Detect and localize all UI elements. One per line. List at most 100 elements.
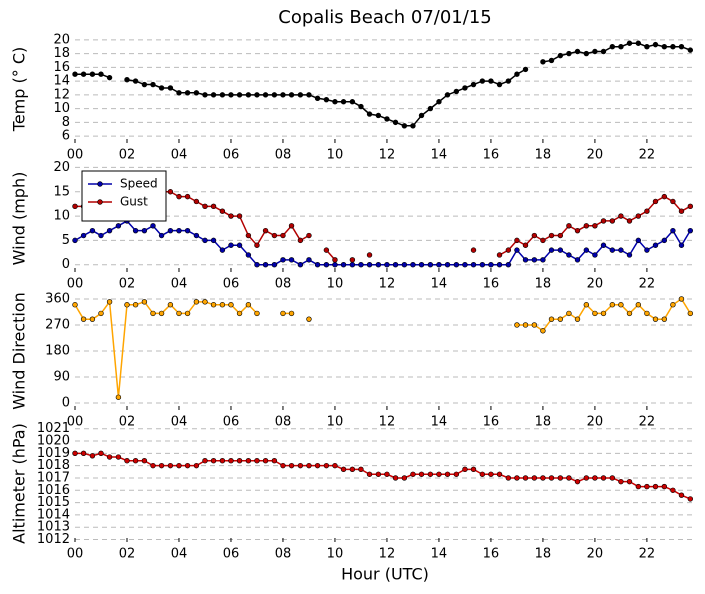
data-point: [132, 227, 139, 234]
data-point: [384, 116, 390, 122]
x-tick-label: 16: [483, 547, 500, 562]
data-point: [488, 78, 494, 84]
data-point: [531, 232, 538, 239]
data-point: [210, 92, 217, 98]
y-axis-label: Temp (° C): [10, 47, 29, 132]
y-tick-label: 6: [62, 129, 70, 144]
x-tick-label: 06: [223, 415, 240, 430]
data-point: [496, 252, 503, 258]
data-point: [687, 227, 694, 234]
data-point: [124, 302, 130, 308]
series-line: [542, 42, 691, 63]
data-point: [254, 310, 260, 317]
x-axis-label: Hour (UTC): [341, 565, 429, 584]
x-tick-label: 20: [587, 277, 604, 292]
data-point: [106, 227, 113, 234]
data-point: [176, 90, 182, 96]
data-point: [89, 316, 96, 322]
data-point: [583, 302, 590, 308]
y-tick-label: 1016: [37, 483, 70, 498]
y-tick-label: 20: [53, 160, 70, 175]
data-point: [514, 247, 520, 253]
data-point: [219, 92, 226, 98]
data-point: [106, 74, 113, 81]
data-point: [670, 43, 676, 50]
data-point: [609, 302, 616, 308]
y-tick-label: 360: [45, 291, 70, 306]
data-point: [141, 458, 148, 464]
data-point: [366, 111, 373, 117]
x-tick-label: 14: [431, 277, 448, 292]
data-point: [453, 88, 460, 95]
data-point: [410, 123, 416, 129]
data-point: [288, 257, 295, 263]
data-point: [80, 232, 87, 239]
y-axis-label: Wind Direction: [10, 292, 29, 410]
data-point: [540, 475, 546, 481]
data-point: [661, 483, 668, 490]
data-point: [626, 478, 633, 485]
data-point: [661, 193, 668, 200]
data-point: [80, 450, 87, 457]
data-point: [678, 492, 685, 498]
data-point: [150, 310, 156, 317]
x-tick-label: 12: [379, 277, 396, 292]
y-tick-label: 0: [62, 257, 70, 272]
x-tick-label: 16: [483, 415, 500, 430]
data-point: [401, 123, 408, 129]
data-point: [557, 316, 564, 322]
data-point: [540, 59, 546, 65]
data-point: [436, 262, 442, 268]
data-point: [202, 92, 208, 98]
data-point: [384, 471, 390, 477]
data-point: [496, 262, 503, 268]
data-point: [583, 223, 590, 229]
data-point: [618, 478, 624, 485]
data-point: [158, 462, 165, 469]
x-tick-label: 02: [119, 148, 136, 163]
data-point: [618, 43, 624, 50]
data-point: [340, 466, 347, 473]
data-point: [297, 262, 304, 268]
data-point: [661, 316, 668, 322]
data-point: [323, 262, 330, 268]
data-point: [323, 462, 330, 469]
data-point: [271, 262, 278, 268]
x-tick-label: 04: [171, 277, 188, 292]
data-point: [72, 71, 78, 77]
data-point: [479, 471, 486, 477]
data-point: [306, 232, 312, 239]
data-point: [453, 471, 460, 477]
data-point: [661, 237, 668, 244]
data-point: [323, 247, 330, 253]
data-point: [219, 247, 226, 253]
data-point: [193, 462, 200, 469]
data-point: [514, 237, 520, 244]
data-point: [245, 252, 252, 258]
data-point: [531, 322, 538, 328]
data-point: [618, 302, 624, 308]
data-point: [600, 475, 607, 481]
data-point: [193, 299, 200, 305]
data-point: [141, 227, 148, 234]
data-point: [115, 454, 122, 460]
data-point: [609, 475, 616, 481]
data-point: [254, 458, 260, 464]
data-point: [141, 299, 148, 305]
data-point: [583, 247, 590, 253]
y-tick-label: 16: [53, 60, 70, 75]
y-tick-label: 1019: [37, 446, 70, 461]
y-tick-label: 15: [53, 184, 70, 199]
data-point: [618, 213, 624, 219]
data-point: [644, 483, 650, 490]
y-axis-label: Wind (mph): [10, 172, 29, 266]
data-point: [522, 475, 529, 481]
data-point: [228, 458, 234, 464]
data-point: [228, 213, 234, 219]
data-point: [262, 262, 269, 268]
data-point: [349, 257, 356, 263]
data-point: [262, 92, 269, 98]
data-point: [427, 471, 434, 477]
data-point: [228, 302, 234, 308]
